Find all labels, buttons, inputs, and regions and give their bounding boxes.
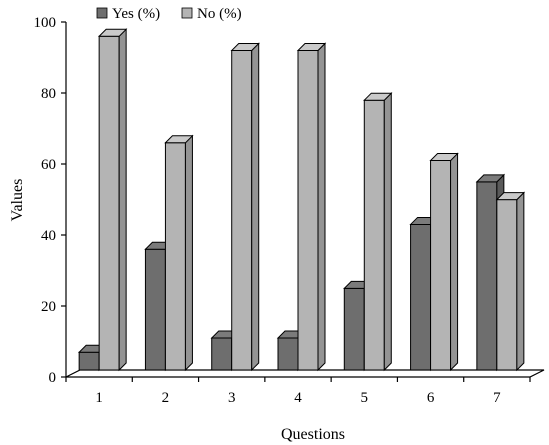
x-tick-label: 2 bbox=[162, 390, 170, 406]
bar-front bbox=[410, 223, 432, 371]
bar-front bbox=[144, 248, 166, 371]
bar bbox=[97, 28, 128, 372]
axes bbox=[65, 22, 545, 378]
x-axis-ticks: 1 2 3 4 5 6 7 bbox=[65, 377, 531, 406]
chart-floor bbox=[65, 369, 545, 378]
bar-side bbox=[118, 28, 127, 372]
bar-front bbox=[78, 351, 100, 371]
bar-front bbox=[476, 181, 498, 371]
bar-front bbox=[211, 337, 233, 371]
x-tick-label: 6 bbox=[427, 390, 435, 406]
y-axis-title: Values bbox=[9, 179, 26, 222]
legend-label-yes: Yes (%) bbox=[112, 6, 160, 22]
x-tick-label: 5 bbox=[361, 390, 369, 406]
legend-label-no: No (%) bbox=[197, 6, 242, 22]
legend: Yes (%) No (%) bbox=[96, 6, 242, 22]
y-tick-label: 60 bbox=[41, 157, 56, 173]
bar-side bbox=[251, 42, 260, 372]
bar-top bbox=[475, 174, 506, 183]
x-tick-label: 1 bbox=[95, 390, 103, 406]
bar-side bbox=[184, 134, 193, 372]
x-axis-title: Questions bbox=[281, 426, 345, 443]
bar-front bbox=[98, 35, 120, 371]
y-tick-label: 20 bbox=[41, 299, 56, 315]
x-tick-label: 4 bbox=[294, 390, 302, 406]
x-tick-label: 7 bbox=[493, 390, 501, 406]
y-tick-label: 40 bbox=[41, 228, 56, 244]
bar-top bbox=[429, 153, 459, 162]
bar-front bbox=[363, 99, 385, 371]
bar-front bbox=[343, 287, 365, 371]
bar-side bbox=[383, 91, 392, 372]
bar bbox=[429, 152, 459, 372]
x-tick-label: 3 bbox=[228, 390, 236, 406]
bar-top bbox=[363, 92, 393, 101]
bar bbox=[296, 42, 327, 372]
bars bbox=[77, 28, 526, 372]
bar-front bbox=[297, 50, 319, 371]
bar bbox=[230, 42, 260, 372]
y-tick-label: 100 bbox=[34, 15, 57, 31]
bar-top bbox=[164, 135, 194, 144]
bar-side bbox=[516, 191, 525, 372]
bar bbox=[164, 134, 194, 372]
bar-top bbox=[230, 43, 260, 51]
legend-swatch-yes bbox=[96, 7, 108, 19]
bar-front bbox=[231, 50, 253, 371]
bar-front bbox=[496, 199, 518, 371]
y-axis-ticks: 0 20 40 60 80 100 bbox=[34, 15, 66, 386]
bar bbox=[495, 191, 526, 372]
bar-side bbox=[317, 42, 326, 372]
legend-swatch-no bbox=[181, 7, 193, 19]
bar-top bbox=[97, 28, 128, 37]
bar-front bbox=[277, 337, 299, 371]
bar-front bbox=[164, 142, 186, 371]
y-tick-label: 80 bbox=[41, 86, 56, 102]
bar-front bbox=[430, 160, 452, 371]
bar bbox=[363, 91, 393, 372]
bar-top bbox=[296, 43, 327, 51]
y-tick-label: 0 bbox=[49, 370, 57, 386]
bar-top bbox=[495, 192, 526, 201]
bar-side bbox=[450, 152, 459, 372]
